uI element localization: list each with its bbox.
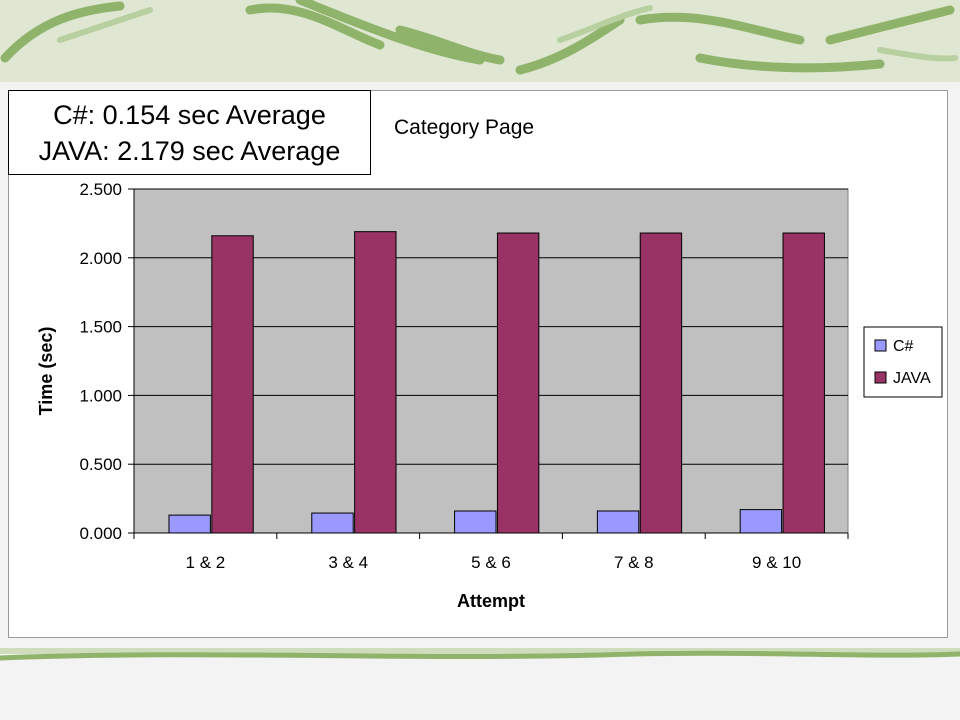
x-tick-label: 3 & 4	[328, 553, 368, 572]
bar-java	[354, 231, 397, 534]
bar-java	[211, 235, 254, 534]
y-tick-label: 2.500	[79, 180, 122, 199]
legend-box	[863, 326, 943, 398]
legend-swatch-java	[874, 371, 887, 384]
y-tick-label: 0.500	[79, 455, 122, 474]
y-axis-title: Time (sec)	[36, 327, 56, 416]
legend: C# JAVA	[863, 326, 943, 398]
bars	[168, 231, 825, 534]
y-tick-label: 2.000	[79, 249, 122, 268]
bar-csharp	[739, 509, 783, 534]
x-tick-label: 9 & 10	[752, 553, 801, 572]
y-tick-label: 0.000	[79, 524, 122, 543]
y-tick-label: 1.000	[79, 386, 122, 405]
bottom-decoration-band	[0, 648, 960, 654]
chart-title: Category Page	[394, 116, 534, 139]
bar-csharp	[596, 510, 640, 534]
legend-swatch-csharp	[874, 339, 887, 352]
y-tick-label: 1.500	[79, 318, 122, 337]
callout-csharp-average: C#: 0.154 sec Average	[53, 99, 326, 130]
bar-java	[782, 232, 825, 534]
bar-java	[496, 232, 540, 534]
x-tick-label: 1 & 2	[186, 553, 226, 572]
average-callout-box: C#: 0.154 sec Average JAVA: 2.179 sec Av…	[8, 90, 371, 175]
top-decoration-swirl	[0, 0, 955, 75]
callout-java-average: JAVA: 2.179 sec Average	[38, 135, 341, 166]
bottom-decoration-swirl	[0, 650, 960, 661]
bar-csharp	[168, 514, 211, 534]
x-tick-label: 5 & 6	[471, 553, 511, 572]
bar-csharp	[311, 512, 354, 534]
top-decoration-swirl-light	[57, 5, 958, 62]
legend-label-java: JAVA	[893, 370, 931, 387]
legend-label-csharp: C#	[893, 338, 914, 355]
x-axis-title: Attempt	[457, 591, 525, 611]
x-tick-label: 7 & 8	[614, 553, 654, 572]
bar-csharp	[454, 510, 497, 534]
axes: 0.000 0.500 1.000 1.500 2.000 2.500 1 & 2 3 & 4…	[79, 180, 849, 572]
bar-java	[639, 232, 683, 534]
